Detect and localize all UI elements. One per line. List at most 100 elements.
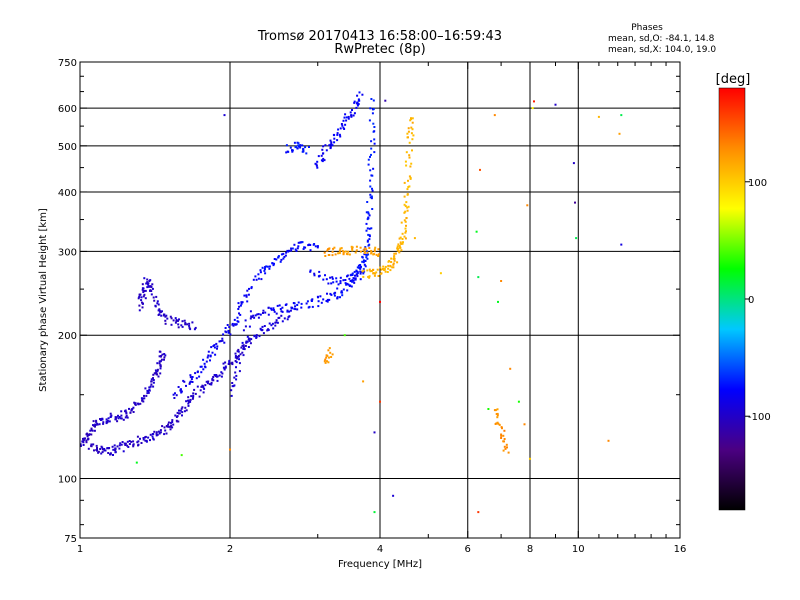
data-point	[248, 337, 250, 340]
data-point	[396, 247, 399, 250]
data-point	[202, 358, 205, 361]
x-axis-ticks: 1 2 4 6 8 10 16	[77, 62, 686, 555]
data-point	[405, 217, 408, 219]
data-point	[103, 448, 106, 450]
data-point	[336, 133, 339, 136]
data-point	[145, 440, 148, 443]
data-point	[339, 282, 342, 285]
data-point	[140, 397, 143, 400]
data-point	[379, 400, 381, 403]
data-point	[158, 350, 161, 353]
data-point	[379, 300, 381, 303]
data-point	[316, 245, 319, 248]
data-point	[271, 322, 274, 325]
data-point	[324, 361, 327, 364]
data-point	[335, 280, 338, 283]
data-point	[289, 309, 292, 312]
data-point	[393, 257, 396, 260]
data-point	[141, 306, 144, 309]
data-point	[116, 420, 119, 423]
data-point	[288, 310, 291, 313]
data-point	[317, 300, 320, 303]
data-point	[164, 322, 167, 325]
data-point	[101, 446, 104, 449]
data-point	[220, 371, 223, 374]
data-point	[333, 294, 336, 297]
data-point	[281, 310, 284, 313]
data-point	[91, 429, 94, 432]
data-point	[285, 151, 288, 154]
data-point	[373, 142, 376, 145]
data-point	[406, 193, 409, 196]
data-point	[339, 127, 342, 130]
data-point	[101, 418, 104, 421]
data-point	[297, 301, 300, 304]
data-point	[128, 407, 130, 410]
data-point	[234, 371, 237, 374]
data-point	[413, 237, 416, 240]
data-point	[367, 253, 370, 256]
data-point	[178, 318, 180, 321]
data-point	[341, 294, 344, 297]
y-tick-label: 750	[58, 58, 77, 69]
data-point	[285, 303, 288, 306]
data-point	[363, 263, 366, 266]
data-point	[342, 279, 345, 282]
data-point	[365, 229, 368, 232]
data-point	[380, 272, 383, 275]
data-point	[254, 275, 257, 278]
data-point	[222, 366, 225, 369]
data-point	[191, 376, 194, 378]
data-point	[177, 326, 180, 329]
data-point	[255, 335, 258, 338]
data-point	[370, 174, 373, 177]
data-point	[204, 366, 207, 369]
data-point	[346, 274, 349, 277]
data-point	[368, 247, 371, 249]
data-point	[359, 278, 362, 281]
data-point	[373, 511, 376, 514]
data-point	[407, 130, 410, 133]
data-point	[410, 117, 412, 120]
data-point	[362, 272, 365, 275]
data-point	[533, 100, 535, 103]
data-point	[335, 277, 338, 280]
data-point	[237, 308, 240, 310]
data-point	[164, 315, 167, 318]
data-point	[329, 276, 332, 279]
data-point	[297, 144, 300, 147]
data-point	[223, 114, 226, 117]
data-point	[359, 266, 362, 269]
data-point	[355, 106, 358, 109]
data-point	[159, 360, 162, 363]
data-point	[291, 149, 293, 152]
data-point	[497, 422, 500, 425]
data-point	[86, 435, 89, 438]
data-point	[114, 451, 117, 454]
data-point	[294, 146, 297, 149]
data-point	[370, 197, 373, 200]
data-point	[172, 423, 175, 426]
data-point	[363, 253, 366, 256]
data-point	[238, 370, 241, 373]
data-point	[156, 302, 159, 305]
data-point	[342, 251, 345, 253]
data-point	[148, 388, 151, 391]
data-point	[321, 148, 324, 151]
data-point	[150, 383, 153, 386]
data-point	[179, 409, 182, 412]
data-point	[90, 427, 93, 430]
data-point	[142, 438, 145, 441]
data-point	[276, 304, 279, 307]
data-point	[94, 423, 97, 426]
data-point	[361, 270, 364, 273]
data-point	[211, 378, 214, 381]
data-point	[477, 276, 480, 279]
data-point	[357, 264, 360, 267]
data-point	[81, 440, 84, 443]
data-point	[374, 246, 377, 249]
data-point	[377, 248, 380, 251]
data-point	[357, 98, 360, 101]
data-point	[169, 428, 172, 431]
data-point	[359, 264, 362, 266]
